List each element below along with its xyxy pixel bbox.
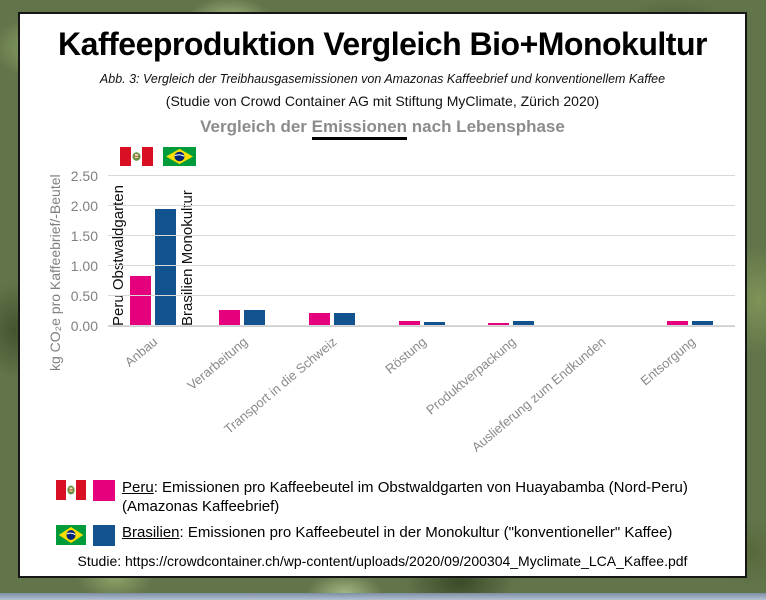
- bar-group-transport-in-die-schweiz: [287, 170, 377, 326]
- legend-desc-peru: : Emissionen pro Kaffeebeutel im Obstwal…: [153, 479, 688, 496]
- y-tick-label: 2.00: [70, 198, 98, 214]
- bar-peru-r-stung: [398, 321, 420, 326]
- x-tick-label-entsorgung: Entsorgung: [637, 334, 698, 389]
- bar-peru-transport-in-die-schweiz: [308, 312, 330, 326]
- page-title: Kaffeeproduktion Vergleich Bio+Monokultu…: [58, 26, 707, 62]
- plot-area: Peru Obstwaldgarten Brasilien Monokultur …: [71, 147, 735, 334]
- peru-flag-icon: [120, 147, 153, 166]
- chart-title-pre: Vergleich der: [200, 117, 312, 136]
- chart-title-post: nach Lebensphase: [407, 117, 565, 136]
- peru-flag-icon: [56, 480, 86, 500]
- annotation-peru-obstwaldgarten: Peru Obstwaldgarten: [109, 185, 127, 326]
- gridline: [108, 295, 735, 296]
- bar-peru-anbau: [129, 276, 151, 326]
- chart-title-underlined: Emissionen: [311, 117, 408, 140]
- photo-border-bottom-strip: [0, 593, 766, 600]
- y-tick-label: 1.00: [70, 258, 98, 274]
- x-axis-labels: Anbau Verarbeitung Transport in die Schwei…: [108, 334, 735, 472]
- bar-brasilien-r-stung: [423, 321, 445, 326]
- legend-item-brazil: Brasilien: Emissionen pro Kaffeebeutel i…: [56, 524, 735, 546]
- x-tick-label-r-stung: Röstung: [382, 334, 430, 377]
- legend-desc-peru-line2: (Amazonas Kaffeebrief): [122, 497, 280, 515]
- poster-panel: Kaffeeproduktion Vergleich Bio+Monokultu…: [18, 12, 747, 578]
- legend-text-brazil: Brasilien: Emissionen pro Kaffeebeutel i…: [122, 524, 672, 543]
- bar-group-r-stung: [377, 170, 467, 326]
- bar-brasilien-anbau: [154, 209, 176, 326]
- figure-caption: Abb. 3: Vergleich der Treibhausgasemissi…: [99, 72, 666, 86]
- y-axis-label: kg CO₂e pro Kaffeebrief/-Beutel: [47, 174, 63, 372]
- bar-group-verarbeitung: [198, 170, 288, 326]
- gridline: [108, 325, 735, 326]
- x-tick-label-verarbeitung: Verarbeitung: [183, 334, 250, 393]
- bar-brasilien-entsorgung: [692, 320, 714, 326]
- bar-peru-verarbeitung: [219, 310, 241, 326]
- y-tick-label: 1.50: [70, 228, 98, 244]
- gridline: [108, 235, 735, 236]
- y-tick-label: 2.50: [70, 168, 98, 184]
- brazil-flag-icon: [56, 524, 86, 545]
- legend-desc-brazil: : Emissionen pro Kaffeebeutel in der Mon…: [179, 523, 673, 541]
- study-url-line: Studie: https://crowdcontainer.ch/wp-con…: [77, 552, 688, 569]
- bar-brasilien-transport-in-die-schweiz: [333, 313, 355, 326]
- legend-country-peru: Peru: [122, 479, 154, 496]
- brazil-color-swatch: [93, 524, 115, 546]
- chart-title: Vergleich der Emissionen nach Lebensphas…: [20, 117, 745, 140]
- brazil-flag-icon: [163, 147, 196, 166]
- bar-group-produktverpackung: [466, 170, 556, 326]
- legend-item-peru: Peru: Emissionen pro Kaffeebeutel im Obs…: [56, 479, 735, 517]
- legend-text-peru: Peru: Emissionen pro Kaffeebeutel im Obs…: [122, 479, 688, 517]
- bar-brasilien-verarbeitung: [244, 310, 266, 326]
- bar-peru-produktverpackung: [488, 323, 510, 326]
- bar-chart: kg CO₂e pro Kaffeebrief/-Beutel: [20, 141, 745, 473]
- x-tick-label-produktverpackung: Produktverpackung: [423, 334, 519, 418]
- gridline: [108, 175, 735, 176]
- legend-country-brazil: Brasilien: [122, 523, 180, 541]
- annotation-brasilien-monokultur: Brasilien Monokultur: [178, 190, 196, 326]
- y-tick-label: 0.50: [70, 288, 98, 304]
- bar-brasilien-produktverpackung: [513, 320, 535, 326]
- study-source-line: (Studie von Crowd Container AG mit Stift…: [165, 93, 600, 109]
- bars-row: Peru Obstwaldgarten Brasilien Monokultur: [108, 170, 735, 326]
- bar-peru-entsorgung: [667, 321, 689, 326]
- legend: Peru: Emissionen pro Kaffeebeutel im Obs…: [56, 479, 735, 546]
- y-tick-label: 0.00: [70, 318, 98, 334]
- x-tick-label-anbau: Anbau: [121, 334, 161, 370]
- bar-group-auslieferung-zum-endkunden: [556, 170, 646, 326]
- gridline: [108, 265, 735, 266]
- gridline: [108, 205, 735, 206]
- x-axis-baseline: [108, 326, 735, 327]
- bar-group-anbau: Peru Obstwaldgarten Brasilien Monokultur: [108, 170, 198, 326]
- peru-color-swatch: [93, 480, 115, 501]
- bar-group-entsorgung: [645, 170, 735, 326]
